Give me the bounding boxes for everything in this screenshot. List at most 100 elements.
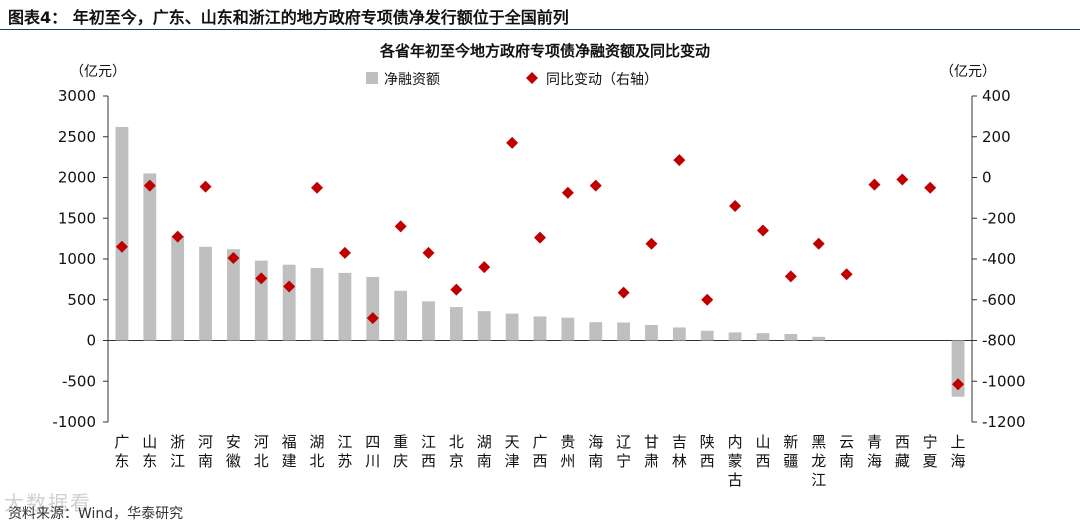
legend-marker-swatch: [526, 72, 538, 84]
marker-point: [143, 179, 156, 192]
marker-point: [924, 181, 937, 194]
marker-point: [394, 220, 407, 233]
category-label: 安徽: [226, 433, 241, 470]
left-tick-label: 2500: [58, 128, 96, 146]
bar: [505, 313, 519, 341]
left-tick-label: 1000: [58, 250, 96, 268]
category-label: 山西: [755, 433, 770, 470]
bar: [617, 322, 631, 341]
category-label: 内蒙古: [728, 433, 743, 489]
marker-point: [506, 136, 519, 149]
legend-marker-label: 同比变动（右轴）: [546, 72, 658, 88]
bar: [645, 325, 658, 341]
bar: [338, 272, 352, 341]
marker-point: [450, 283, 463, 296]
chart-title: 各省年初至今地方政府专项债净融资额及同比变动: [379, 42, 710, 60]
bar: [199, 246, 212, 341]
marker-point: [589, 179, 602, 192]
source-note: 资料来源：Wind，华泰研究: [8, 506, 184, 522]
category-label: 新疆: [783, 433, 798, 470]
marker-point: [199, 180, 212, 193]
bar: [812, 336, 826, 341]
right-tick-label: -1000: [982, 372, 1026, 390]
marker-point: [617, 286, 630, 299]
marker-point: [227, 251, 240, 264]
marker-point: [478, 261, 491, 274]
bar: [589, 322, 603, 341]
marker-point: [896, 173, 909, 186]
bar: [227, 249, 240, 341]
category-label: 贵州: [560, 433, 575, 470]
legend-bar-swatch: [366, 72, 378, 84]
right-tick-label: 0: [982, 169, 992, 187]
category-label: 湖南: [477, 433, 492, 470]
category-label: 四川: [365, 433, 380, 470]
marker-point: [756, 224, 769, 237]
bar: [422, 301, 435, 341]
right-tick-label: -200: [982, 209, 1016, 227]
right-tick-label: -400: [982, 250, 1016, 268]
marker-point: [171, 230, 184, 243]
watermark: 大数据看: [4, 491, 92, 515]
category-label: 陕西: [700, 433, 715, 470]
category-label: 吉林: [672, 433, 687, 470]
right-axis-unit: （亿元）: [940, 64, 996, 80]
marker-point: [952, 378, 965, 391]
category-label: 西藏: [895, 433, 910, 470]
right-tick-label: 200: [982, 128, 1011, 146]
category-label: 黑龙江: [811, 433, 826, 489]
bar: [143, 173, 157, 341]
marker-point: [255, 272, 268, 285]
marker-point: [311, 181, 324, 194]
marker-point: [561, 186, 574, 199]
left-tick-label: -500: [62, 372, 96, 390]
category-label: 云南: [839, 433, 854, 470]
right-tick-label: -800: [982, 332, 1016, 350]
category-label: 天津: [505, 433, 520, 470]
category-label: 江西: [421, 433, 436, 470]
bar: [366, 276, 380, 341]
category-labels: 广东山东浙江河南安徽河北福建湖北江苏四川重庆江西北京湖南天津广西贵州海南辽宁甘肃…: [114, 433, 965, 489]
left-tick-label: 500: [67, 291, 96, 309]
category-label: 宁夏: [923, 433, 938, 470]
marker-point: [729, 200, 742, 213]
category-label: 上海: [951, 433, 966, 470]
left-tick-label: 0: [86, 332, 96, 350]
category-label: 山东: [142, 433, 157, 470]
marker-point: [784, 270, 797, 283]
marker-point: [534, 231, 546, 244]
bar: [728, 332, 742, 341]
marker-point: [645, 237, 658, 250]
figure-title: 图表4： 年初至今，广东、山东和浙江的地方政府专项债净发行额位于全国前列: [8, 8, 569, 27]
category-label: 重庆: [393, 433, 408, 470]
category-label: 福建: [282, 433, 297, 470]
category-label: 浙江: [170, 433, 185, 470]
marker-point: [422, 246, 435, 259]
marker-point: [115, 240, 128, 253]
category-label: 甘肃: [644, 433, 659, 470]
marker-point: [701, 293, 714, 306]
left-tick-label: 2000: [58, 169, 96, 187]
category-label: 江苏: [337, 433, 352, 470]
left-tick-label: 1500: [58, 209, 96, 227]
category-label: 湖北: [310, 433, 325, 470]
left-axis-unit: （亿元）: [70, 64, 126, 80]
bar: [533, 316, 547, 341]
category-label: 北京: [449, 433, 464, 470]
bar: [756, 333, 770, 341]
category-label: 海南: [588, 433, 603, 470]
bar: [394, 290, 408, 341]
category-label: 青海: [867, 433, 882, 470]
bar: [672, 327, 686, 341]
right-tick-label: -1200: [982, 413, 1026, 431]
bar: [477, 311, 491, 341]
tick-labels: -1000-500050010001500200025003000-1200-1…: [52, 87, 1025, 431]
marker-point: [338, 246, 351, 259]
legend-bar-label: 净融资额: [384, 72, 440, 88]
bar: [310, 267, 324, 341]
category-label: 广东: [114, 433, 129, 470]
left-tick-label: -1000: [52, 413, 96, 431]
bar: [700, 330, 714, 341]
marker-point: [868, 178, 881, 191]
